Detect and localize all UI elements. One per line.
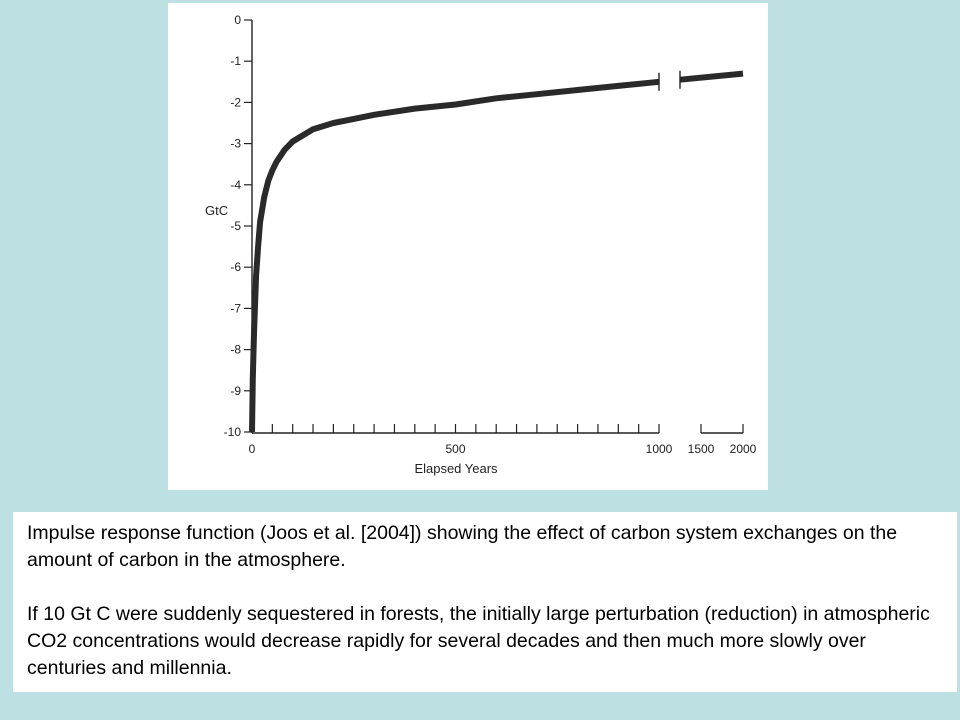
axes-layer	[251, 20, 743, 434]
chart-svg: 0 -1 -2 -3 -4 -5 -6 -7 -8 -9 -10 0 500 1000 1500 2000 G…	[205, 13, 757, 476]
y-tick-label: -3	[230, 137, 241, 151]
labels-layer: 0 -1 -2 -3 -4 -5 -6 -7 -8 -9 -10 0 500 1000 1500 2000	[224, 13, 757, 456]
y-tick-label: -2	[230, 95, 241, 109]
y-tick-label: -5	[230, 219, 241, 233]
y-tick-label: -9	[230, 384, 241, 398]
series-layer	[249, 70, 744, 433]
x-tick-label: 0	[249, 442, 256, 456]
y-tick-label: -10	[224, 425, 242, 439]
x-tick-label: 1500	[688, 442, 715, 456]
x-tick-label: 2000	[730, 442, 757, 456]
chart-figure: 0 -1 -2 -3 -4 -5 -6 -7 -8 -9 -10 0 500 1000 1500 2000 G…	[168, 3, 768, 490]
x-axis-label: Elapsed Years	[414, 461, 498, 476]
caption-box: Impulse response function (Joos et al. […	[13, 512, 957, 692]
y-tick-label: -4	[230, 178, 241, 192]
y-axis-label: GtC	[205, 203, 228, 218]
y-tick-label: -1	[230, 54, 241, 68]
ticks-layer	[244, 19, 744, 433]
series-line-1	[249, 78, 660, 433]
y-tick-label: 0	[234, 13, 241, 27]
caption-paragraph-1: Impulse response function (Joos et al. […	[27, 522, 898, 571]
y-tick-label: -8	[230, 343, 241, 357]
series-line-2	[679, 70, 744, 83]
x-tick-label: 1000	[646, 442, 673, 456]
y-tick-label: -6	[230, 260, 241, 274]
y-tick-label: -7	[230, 301, 241, 315]
caption-paragraph-2: If 10 Gt C were suddenly sequestered in …	[27, 603, 930, 679]
x-tick-label: 500	[445, 442, 465, 456]
